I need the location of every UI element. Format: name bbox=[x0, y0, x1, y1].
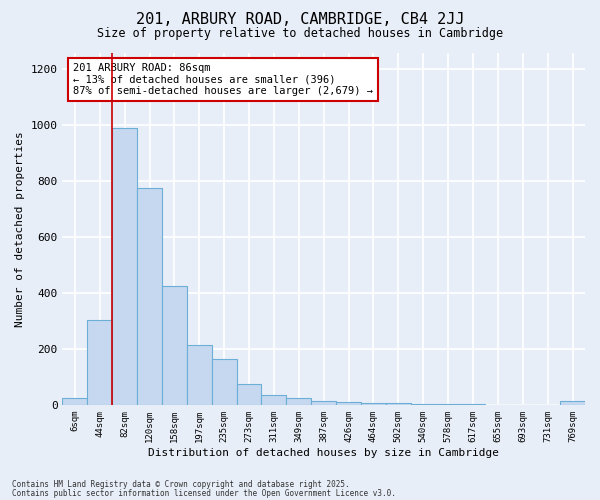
Bar bbox=[361, 402, 386, 405]
Bar bbox=[461, 404, 485, 405]
Bar bbox=[137, 188, 162, 405]
Text: Contains public sector information licensed under the Open Government Licence v3: Contains public sector information licen… bbox=[12, 489, 396, 498]
Text: Contains HM Land Registry data © Crown copyright and database right 2025.: Contains HM Land Registry data © Crown c… bbox=[12, 480, 350, 489]
Bar bbox=[436, 404, 461, 405]
Bar bbox=[88, 320, 112, 405]
Bar bbox=[411, 404, 436, 405]
Bar bbox=[236, 384, 262, 405]
Bar bbox=[212, 358, 236, 405]
X-axis label: Distribution of detached houses by size in Cambridge: Distribution of detached houses by size … bbox=[148, 448, 499, 458]
Bar bbox=[311, 400, 336, 405]
Bar bbox=[386, 404, 411, 405]
Text: Size of property relative to detached houses in Cambridge: Size of property relative to detached ho… bbox=[97, 28, 503, 40]
Bar bbox=[336, 402, 361, 405]
Bar bbox=[262, 395, 286, 405]
Bar bbox=[286, 398, 311, 405]
Text: 201 ARBURY ROAD: 86sqm
← 13% of detached houses are smaller (396)
87% of semi-de: 201 ARBURY ROAD: 86sqm ← 13% of detached… bbox=[73, 63, 373, 96]
Text: 201, ARBURY ROAD, CAMBRIDGE, CB4 2JJ: 201, ARBURY ROAD, CAMBRIDGE, CB4 2JJ bbox=[136, 12, 464, 28]
Bar bbox=[162, 286, 187, 405]
Y-axis label: Number of detached properties: Number of detached properties bbox=[15, 131, 25, 326]
Bar bbox=[112, 128, 137, 405]
Bar bbox=[62, 398, 88, 405]
Bar bbox=[560, 400, 585, 405]
Bar bbox=[187, 344, 212, 405]
